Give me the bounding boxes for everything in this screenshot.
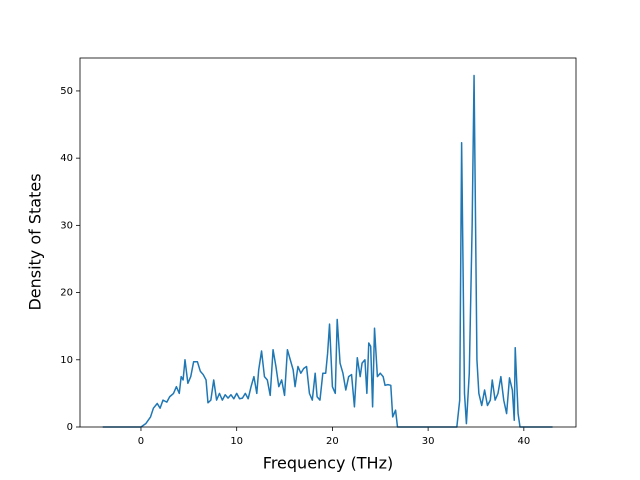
- x-axis-label: Frequency (THz): [263, 454, 393, 473]
- y-tick-label: 40: [60, 153, 73, 164]
- y-axis-label: Density of States: [26, 173, 45, 310]
- y-tick-label: 30: [60, 220, 73, 231]
- y-tick-label: 10: [60, 355, 73, 366]
- y-tick-label: 0: [67, 422, 73, 433]
- plot-frame: [79, 57, 577, 428]
- x-tick-label: 10: [230, 436, 243, 447]
- y-tick-label: 50: [60, 86, 73, 97]
- data-line: [102, 74, 553, 428]
- x-tick-label: 40: [517, 436, 530, 447]
- y-tick-label: 20: [60, 288, 73, 299]
- x-tick-label: 20: [326, 436, 339, 447]
- x-tick-label: 0: [138, 436, 144, 447]
- x-tick-label: 30: [422, 436, 435, 447]
